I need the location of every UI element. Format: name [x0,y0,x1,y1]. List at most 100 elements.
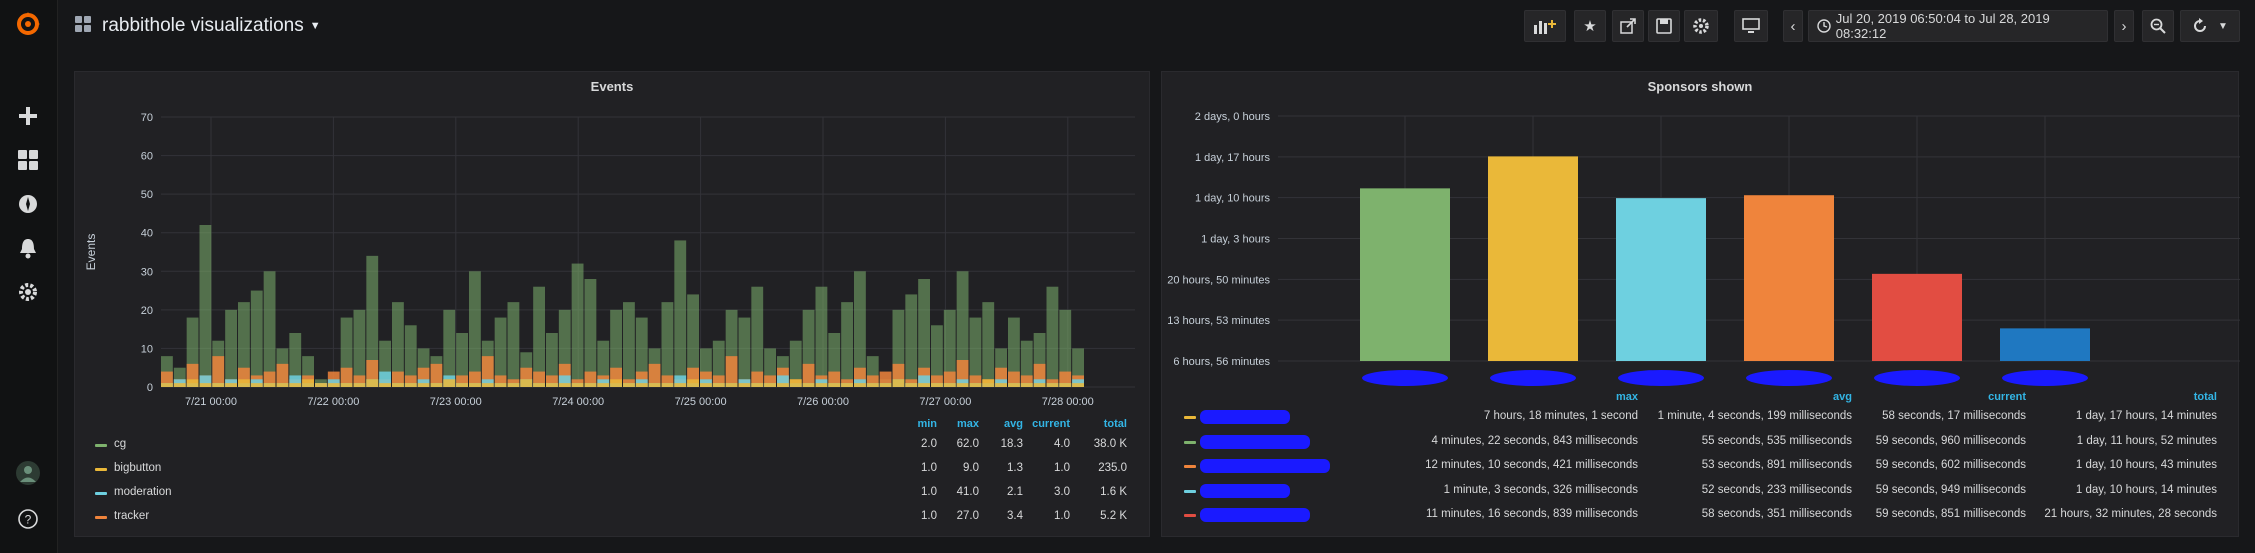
y-tick-label: 30 [141,266,153,278]
bar[interactable] [1744,195,1834,361]
series-bar-bigbutton [469,383,481,387]
save-button[interactable] [1648,10,1680,42]
zoom-out-button[interactable] [2142,10,2174,42]
legend-header-max[interactable]: max [956,418,979,430]
series-bar-cg [841,302,853,387]
legend-row[interactable]: 11 minutes, 16 seconds, 839 milliseconds… [1162,504,2240,526]
dashboard-title[interactable]: rabbithole visualizations ▼ [102,15,321,36]
bar[interactable] [1488,156,1578,361]
series-bar-bigbutton [623,383,635,387]
time-range-picker[interactable]: Jul 20, 2019 06:50:04 to Jul 28, 2019 08… [1808,10,2108,42]
series-bar-tracker [520,367,533,387]
legend-row[interactable]: moderation 1.0 41.0 2.1 3.0 1.6 K [75,482,1151,504]
series-bar-tracker [1008,371,1020,387]
series-bar-tracker [1033,363,1046,387]
legend-row[interactable]: 1 minute, 3 seconds, 326 milliseconds 52 … [1162,480,2240,502]
legend-value-max: 1 minute, 3 seconds, 326 milliseconds [1443,483,1638,496]
refresh-button[interactable]: ▼ [2180,10,2240,42]
legend-series-name: cg [114,438,127,450]
series-bar-tracker [931,375,943,387]
series-bar-cg [340,317,353,387]
star-button[interactable]: ★ [1574,10,1606,42]
series-bar-cg [379,340,391,387]
legend-row[interactable]: 12 minutes, 10 seconds, 421 milliseconds… [1162,455,2240,477]
legend-value-avg: 53 seconds, 891 milliseconds [1701,459,1852,471]
share-button[interactable] [1612,10,1644,42]
legend-value-current: 59 seconds, 851 milliseconds [1875,508,2026,520]
legend-header-avg[interactable]: avg [1833,391,1852,403]
legend-row[interactable]: tracker 1.0 27.0 3.4 1.0 5.2 K [75,506,1151,528]
legend-series-name: bigbutton [114,462,162,474]
redacted-series-name [1200,483,1290,498]
save-icon [1656,18,1672,34]
series-bar-bigbutton [905,383,918,387]
y-tick-label: 20 [141,305,153,317]
legend-series-name: moderation [114,486,172,498]
legend-header-total[interactable]: total [2193,391,2217,403]
star-icon: ★ [1583,18,1597,35]
legend-row[interactable]: bigbutton 1.0 9.0 1.3 1.0 235.0 [75,458,1151,480]
series-bar-cg [700,348,712,387]
x-tick-label: 7/25 00:00 [675,396,727,408]
series-bar-bigbutton [571,383,584,387]
series-bar-bigbutton [340,383,353,387]
series-bar-bigbutton [379,383,391,387]
legend-row[interactable]: 7 hours, 18 minutes, 1 second 1 minute, 4… [1162,406,2240,428]
legend-header-total[interactable]: total [1103,418,1127,430]
legend-value-total: 38.0 K [1093,438,1127,450]
legend-header-avg[interactable]: avg [1004,418,1023,430]
series-bar-bigbutton [712,383,725,387]
user-avatar[interactable] [14,459,42,487]
dashboard-grid-icon [75,16,93,34]
legend-value-total: 235.0 [1098,462,1127,474]
tv-mode-button[interactable] [1734,10,1768,42]
explore-icon[interactable] [14,190,42,218]
bar[interactable] [1872,273,1962,361]
add-panel-button[interactable] [1524,10,1566,42]
legend-row[interactable]: 4 minutes, 22 seconds, 843 milliseconds 5… [1162,431,2240,453]
legend-value-avg: 3.4 [1007,510,1023,522]
events-chart[interactable]: 0 10 20 30 40 50 60 70 Events 7/21 00:00 7/22 00:0… [75,72,1151,417]
series-bar-tracker [879,371,892,387]
help-icon[interactable]: ? [14,505,42,533]
y-tick-label: 50 [141,189,153,201]
bar[interactable] [1360,188,1450,361]
settings-gear-icon[interactable] [14,278,42,306]
refresh-dropdown-icon[interactable]: ▼ [2218,20,2228,32]
series-bar-cg [635,317,648,387]
plus-icon[interactable] [14,102,42,130]
series-bar-bigbutton [1059,383,1072,387]
series-bar-bigbutton [635,383,648,387]
legend-row[interactable]: cg 2.0 62.0 18.3 4.0 38.0 K [75,434,1151,456]
dashboard-settings-button[interactable] [1684,10,1718,42]
legend-swatch [95,444,107,447]
y-tick-label: 6 hours, 56 minutes [1173,356,1270,368]
legend-header-max[interactable]: max [1615,391,1638,403]
time-back-button[interactable]: ‹ [1783,10,1803,42]
time-forward-button[interactable]: › [2114,10,2134,42]
dashboards-icon[interactable] [14,146,42,174]
legend-value-current: 1.0 [1054,510,1070,522]
sponsors-chart[interactable]: 6 hours, 56 minutes 13 hours, 53 minutes 2… [1162,72,2240,392]
legend-swatch [1184,514,1196,517]
bar[interactable] [1616,198,1706,361]
legend-header-current[interactable]: current [1032,418,1070,430]
alert-bell-icon[interactable] [14,234,42,262]
legend-value-total: 5.2 K [1100,510,1127,522]
series-bar-bigbutton [417,383,430,387]
legend-swatch [1184,489,1196,493]
legend-header-current[interactable]: current [1988,391,2026,403]
series-bar-bigbutton [558,383,571,387]
series-bar-cg [494,317,507,387]
bar[interactable] [2000,328,2090,361]
series-bar-tracker [238,367,250,387]
series-bar-cg [956,271,969,387]
grafana-logo-icon[interactable] [14,10,42,38]
series-bar-cg [738,317,751,387]
legend-header-min[interactable]: min [917,418,937,430]
y-tick-label: 70 [141,112,153,124]
y-tick-label: 40 [141,228,153,240]
refresh-icon [2194,18,2207,32]
legend-swatch [95,468,107,471]
sidebar: ? [0,0,58,553]
